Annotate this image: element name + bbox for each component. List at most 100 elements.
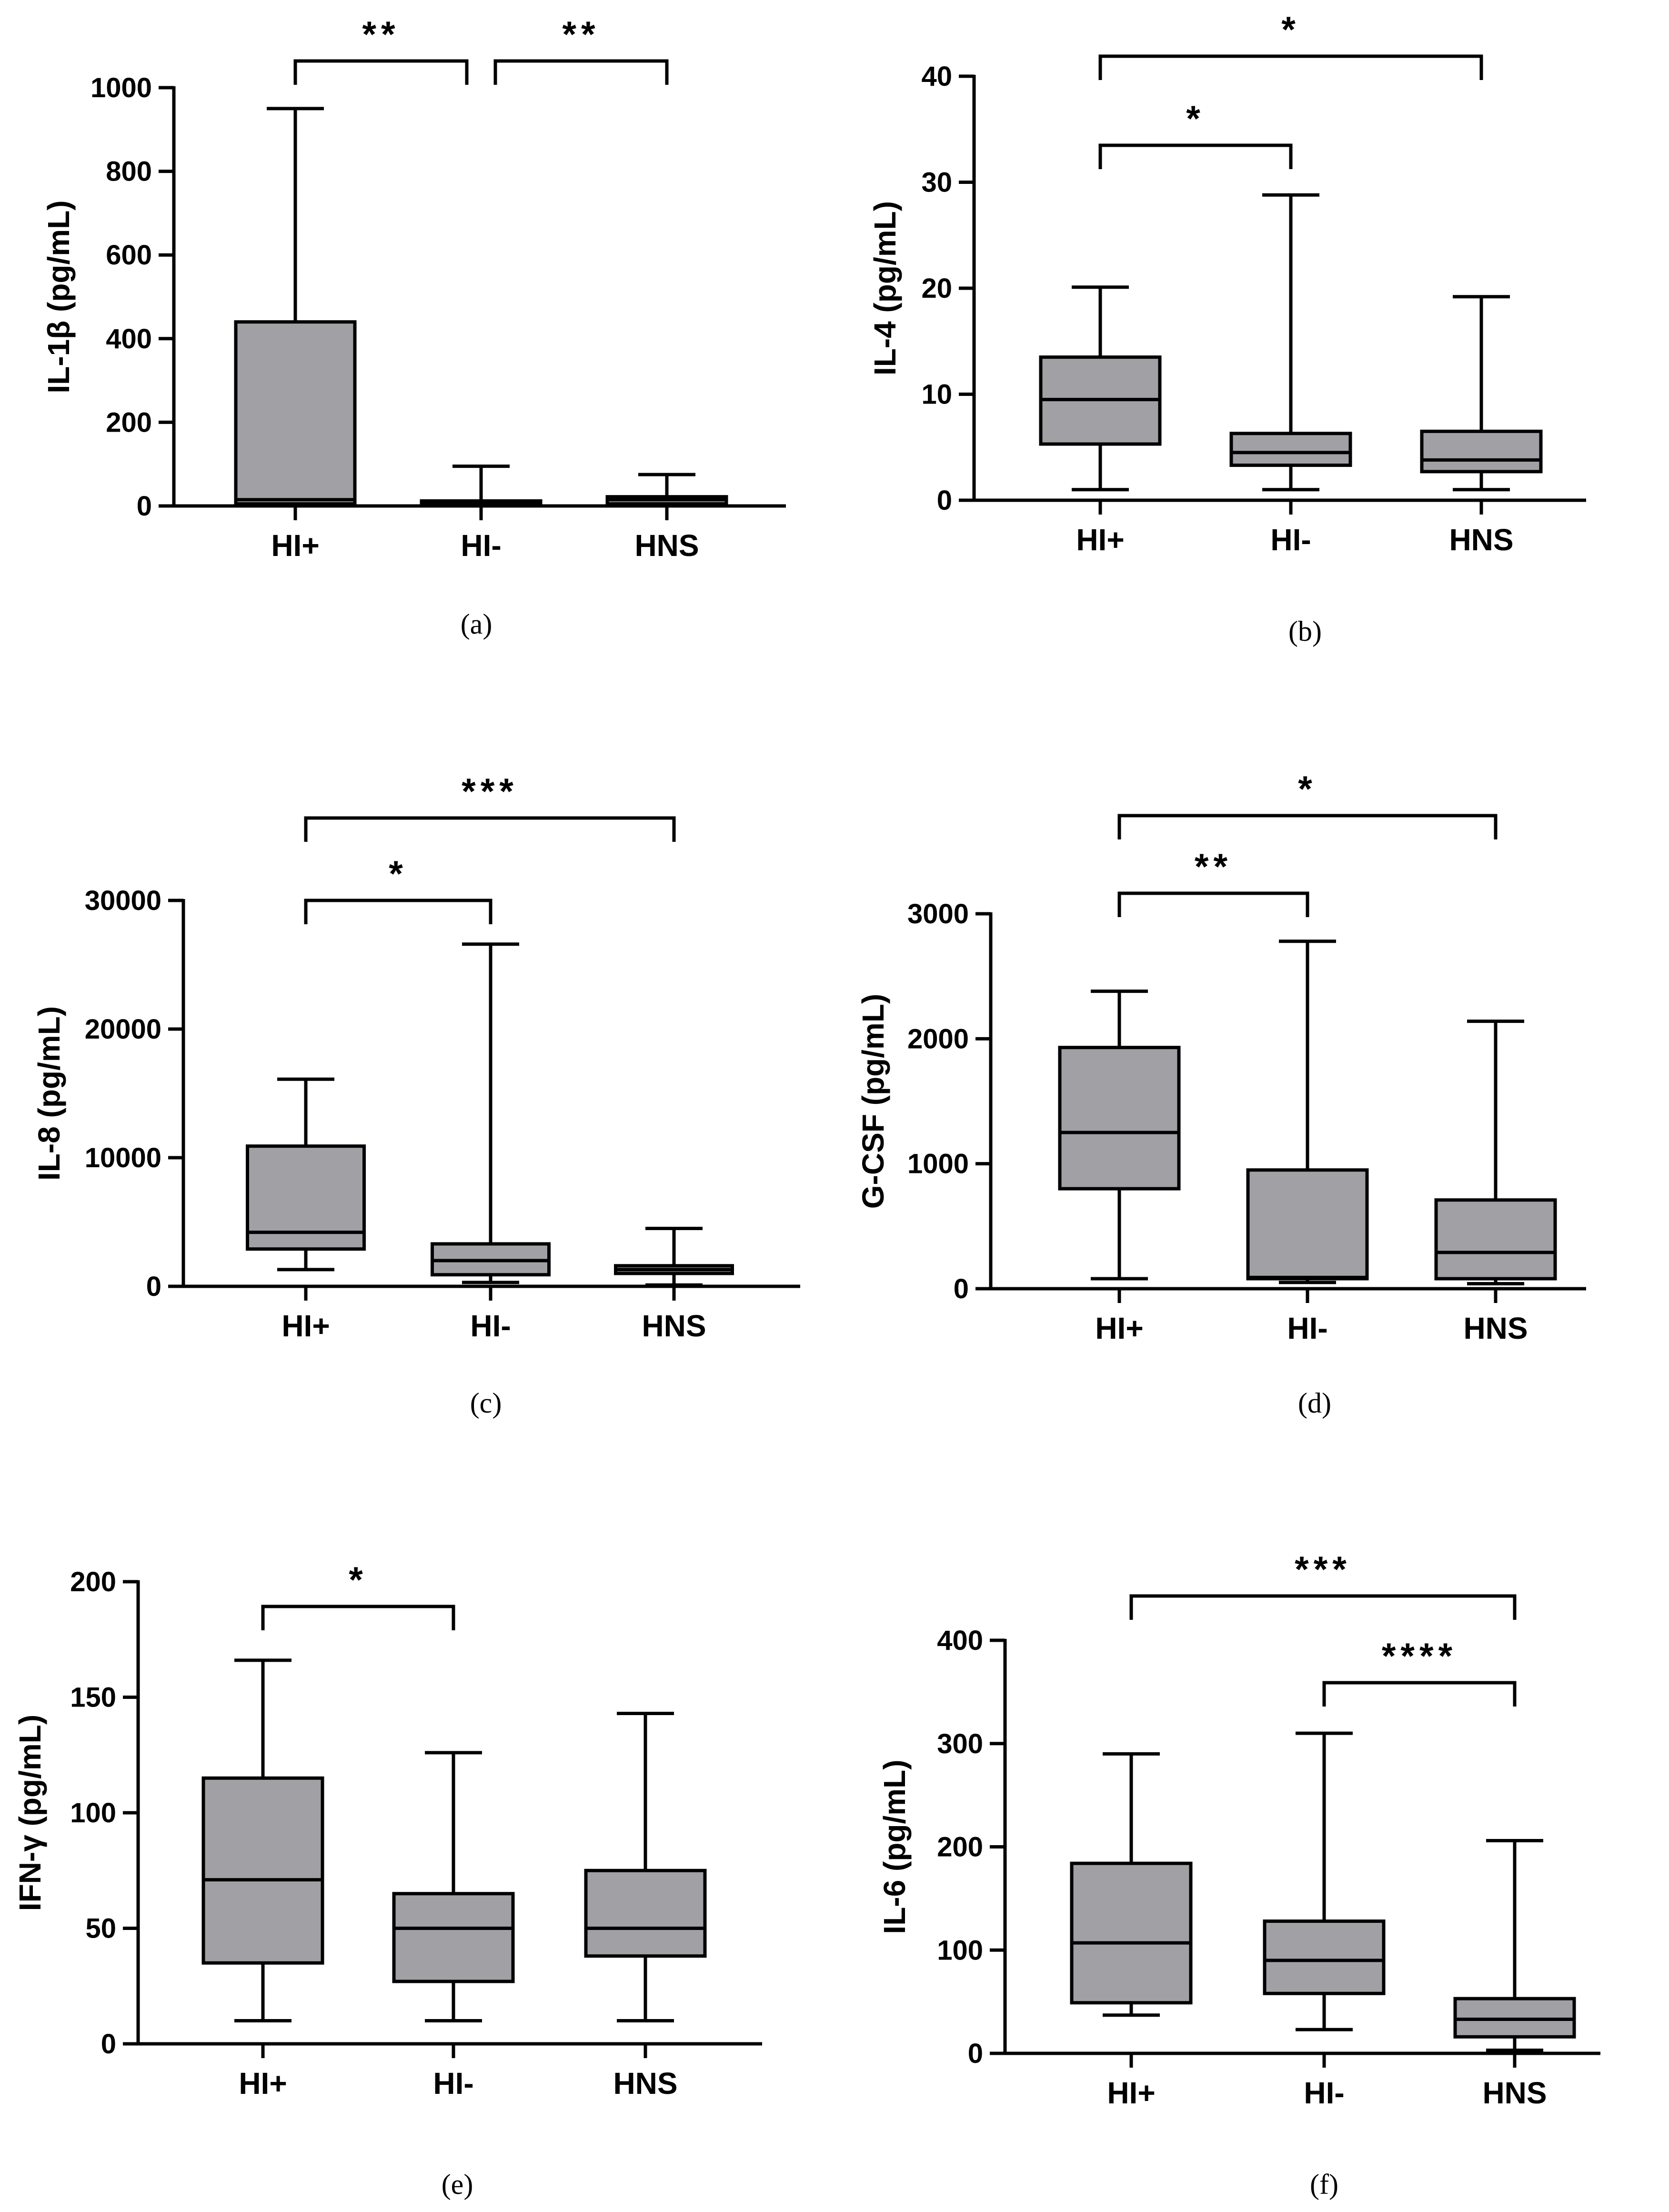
significance-label: ** xyxy=(1195,847,1232,887)
y-tick-label: 1000 xyxy=(907,1149,969,1180)
y-tick-label: 2000 xyxy=(907,1023,969,1054)
iqr-box xyxy=(1070,1861,1193,2005)
panel-caption: (d) xyxy=(1298,1387,1331,1419)
y-tick-label: 1000 xyxy=(90,72,152,103)
y-axis-label: IL-1β (pg/mL) xyxy=(41,200,76,393)
x-tick-label: HI- xyxy=(1287,1311,1327,1345)
x-tick-label: HI- xyxy=(1270,523,1311,557)
iqr-box xyxy=(1246,1168,1369,1281)
significance-bracket: ** xyxy=(1117,847,1309,917)
bracket-line xyxy=(1322,1681,1517,1707)
bracket-line xyxy=(1129,1594,1517,1620)
significance-label: * xyxy=(1186,99,1205,139)
box-HI- xyxy=(1263,1731,1386,2031)
x-tick-label: HNS xyxy=(613,2066,677,2101)
y-axis-label: IL-4 (pg/mL) xyxy=(868,201,902,375)
box-HNS xyxy=(1420,295,1543,492)
y-tick-label: 100 xyxy=(937,1935,983,1966)
y-tick-label: 0 xyxy=(137,491,152,522)
significance-bracket: *** xyxy=(304,771,676,842)
y-tick-label: 800 xyxy=(106,156,152,187)
significance-label: *** xyxy=(1295,1549,1351,1590)
y-tick-label: 0 xyxy=(101,2029,116,2060)
y-tick-label: 50 xyxy=(85,1913,116,1944)
significance-bracket: * xyxy=(261,1560,455,1630)
significance-bracket: * xyxy=(304,854,493,924)
y-tick-label: 10000 xyxy=(85,1142,161,1173)
significance-label: * xyxy=(1281,10,1300,50)
y-tick-label: 0 xyxy=(937,485,952,516)
box-HI- xyxy=(392,1751,515,2022)
y-axis-label: IL-6 (pg/mL) xyxy=(877,1759,912,1934)
y-tick-label: 20 xyxy=(921,273,952,304)
chart-panel-a: 0 200 400 600 800 1000 HI+ HI- HNS IL-1β (pg/mL) *… xyxy=(41,14,786,640)
y-axis-label: IFN-γ (pg/mL) xyxy=(13,1715,47,1911)
iqr-box xyxy=(1420,429,1543,474)
y-tick-label: 400 xyxy=(937,1625,983,1656)
x-tick-label: HI+ xyxy=(271,528,319,563)
y-tick-label: 200 xyxy=(937,1832,983,1863)
panel-caption: (f) xyxy=(1310,2169,1338,2200)
box-HNS xyxy=(1453,1838,1576,2052)
bracket-line xyxy=(1117,814,1498,839)
significance-bracket: ** xyxy=(293,14,469,85)
significance-bracket: ** xyxy=(493,14,669,85)
x-tick-label: HI+ xyxy=(282,1309,330,1343)
box-HI+ xyxy=(234,107,357,508)
significance-label: * xyxy=(389,854,408,894)
significance-bracket: * xyxy=(1098,10,1483,80)
x-tick-label: HI+ xyxy=(239,2066,287,2101)
box-HI+ xyxy=(1058,990,1181,1281)
panel-caption: (b) xyxy=(1288,616,1322,647)
y-tick-label: 10 xyxy=(921,379,952,410)
x-tick-label: HI+ xyxy=(1076,523,1124,557)
box-HNS xyxy=(1434,1020,1557,1286)
chart-panel-b: 0 10 20 30 40 HI+ HI- HNS IL-4 (pg/mL) * * (b) xyxy=(868,10,1586,647)
chart-panel-e: 0 50 100 150 200 HI+ HI- HNS IFN-γ (pg/mL) * (e) xyxy=(13,1560,762,2200)
significance-label: ** xyxy=(562,14,600,55)
significance-bracket: * xyxy=(1098,99,1293,169)
x-tick-label: HNS xyxy=(634,528,699,563)
bracket-line xyxy=(304,816,676,842)
box-HNS xyxy=(584,1711,707,2022)
panel-caption: (e) xyxy=(442,2169,473,2200)
significance-bracket: * xyxy=(1117,769,1498,839)
significance-label: * xyxy=(1298,769,1317,809)
y-tick-label: 150 xyxy=(70,1682,116,1713)
x-tick-label: HI+ xyxy=(1095,1311,1143,1345)
significance-bracket: **** xyxy=(1322,1636,1517,1707)
panel-caption: (c) xyxy=(470,1387,502,1419)
iqr-box xyxy=(234,320,357,506)
x-tick-label: HI- xyxy=(470,1309,511,1343)
bracket-line xyxy=(293,59,469,85)
bracket-line xyxy=(304,899,493,924)
x-tick-label: HNS xyxy=(1463,1311,1528,1345)
box-HI+ xyxy=(1070,1752,1193,2017)
iqr-box xyxy=(392,1892,515,1983)
x-tick-label: HNS xyxy=(1449,523,1513,557)
bracket-line xyxy=(493,59,669,85)
iqr-box xyxy=(1229,432,1352,467)
x-tick-label: HI- xyxy=(1304,2076,1344,2110)
box-HI+ xyxy=(246,1077,366,1272)
box-HNS xyxy=(614,1227,734,1287)
significance-label: *** xyxy=(462,771,518,812)
iqr-box xyxy=(584,1869,707,1958)
bracket-line xyxy=(1098,143,1293,169)
bracket-line xyxy=(1117,891,1309,917)
x-tick-label: HNS xyxy=(642,1309,706,1343)
iqr-box xyxy=(1434,1198,1557,1281)
box-HI- xyxy=(420,465,543,508)
iqr-box xyxy=(201,1776,324,1965)
x-tick-label: HI- xyxy=(433,2066,473,2101)
y-tick-label: 600 xyxy=(106,240,152,271)
panel-caption: (a) xyxy=(461,608,493,640)
significance-bracket: *** xyxy=(1129,1549,1517,1620)
bracket-line xyxy=(261,1605,455,1630)
box-HI- xyxy=(1229,193,1352,492)
y-tick-label: 30 xyxy=(921,167,952,198)
significance-label: ** xyxy=(362,14,400,55)
